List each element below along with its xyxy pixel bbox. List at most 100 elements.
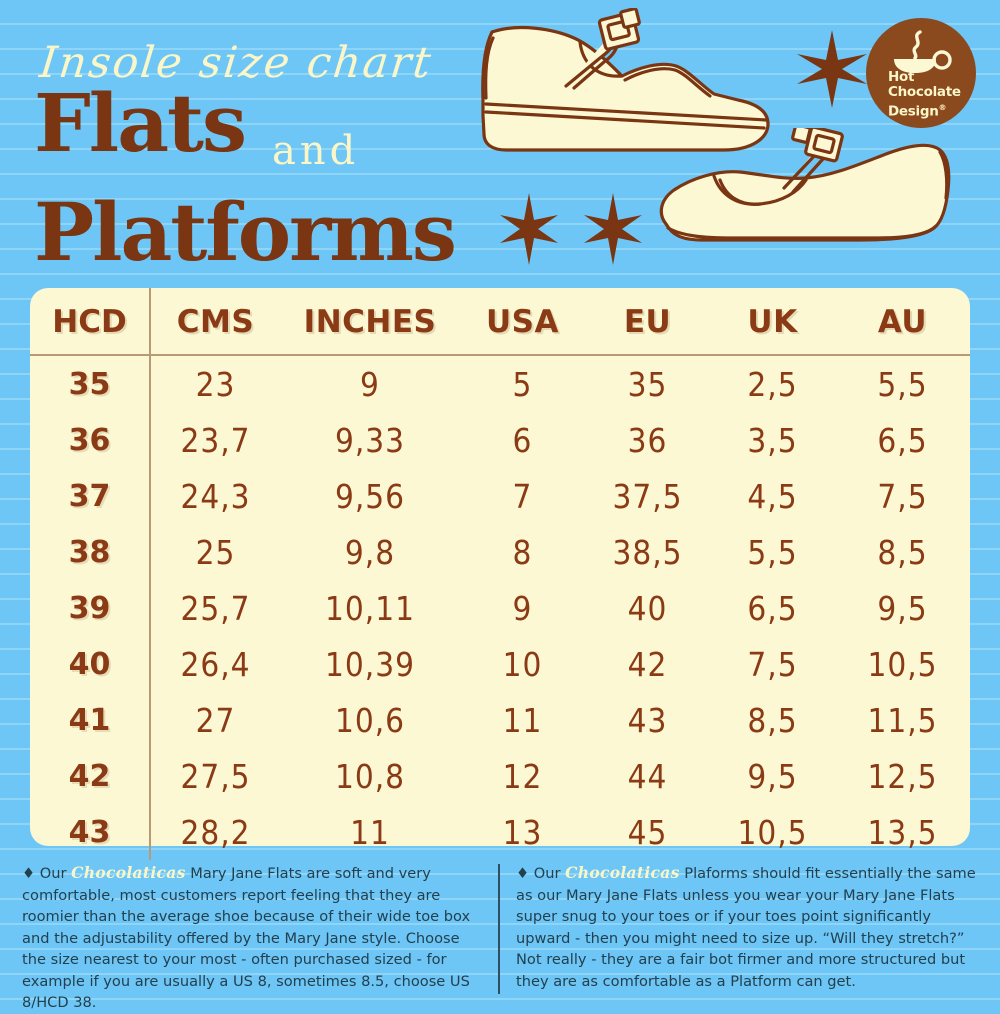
cell-au-37: 7,5: [877, 476, 928, 516]
cell-uk-40: 7,5: [747, 644, 798, 684]
cell-au-42: 12,5: [867, 756, 938, 796]
star-mid-right-icon: [584, 193, 642, 265]
cell-uk-36: 3,5: [747, 420, 798, 460]
cell-eu-41: 43: [627, 700, 668, 740]
table-body: 35 23 9 5 35 2,5 5,5 36 23,7 9,33 6 36 3,5 6,5 37 24,3 9…: [30, 355, 970, 860]
title-flats: Flats: [34, 76, 247, 170]
title-platforms: Platforms: [34, 185, 457, 279]
note-platforms: ♦ Our Chocolaticas Plaforms should fit e…: [516, 862, 986, 992]
note-left-brand: Chocolaticas: [71, 863, 186, 882]
table-header: HCD CMS INCHES USA EU UK AU: [30, 288, 970, 355]
cell-cms-42: 27,5: [180, 756, 251, 796]
cell-usa-41: 11: [502, 700, 543, 740]
cell-hcd-43: 43: [30, 804, 151, 860]
table-header-row: HCD CMS INCHES USA EU UK AU: [30, 288, 970, 355]
cell-au-39: 9,5: [877, 588, 928, 628]
note-right-bullet: ♦: [516, 865, 530, 882]
note-right-lead: Our: [533, 865, 561, 882]
cell-hcd-41: 41: [30, 692, 151, 748]
note-flats: ♦ Our Chocolaticas Mary Jane Flats are s…: [22, 862, 484, 1014]
table-row: 39 25,7 10,11 9 40 6,5 9,5: [30, 580, 970, 636]
cell-inches-41: 10,6: [334, 700, 406, 740]
cell-eu-39: 40: [627, 588, 668, 628]
footer-divider: [498, 864, 500, 994]
cell-cms-36: 23,7: [180, 420, 251, 460]
column-header-uk: UK: [747, 304, 798, 340]
hot-chocolate-cup-icon: [894, 30, 952, 73]
note-left-bullet: ♦: [22, 865, 36, 882]
cell-uk-42: 9,5: [747, 756, 798, 796]
note-right-body: Plaforms should fit essentially the same…: [516, 865, 976, 990]
size-chart-card: HCD CMS INCHES USA EU UK AU 35 23 9 5 35 2,5 5…: [30, 288, 970, 860]
cell-uk-39: 6,5: [747, 588, 798, 628]
logo-text: Hot Chocolate Design®: [866, 70, 976, 120]
cell-hcd-36: 36: [30, 412, 151, 468]
cell-inches-37: 9,56: [334, 476, 406, 516]
cell-au-35: 5,5: [877, 364, 928, 404]
note-left-body: Mary Jane Flats are soft and very comfor…: [22, 865, 471, 1011]
cell-inches-38: 9,8: [344, 532, 396, 572]
cell-hcd-37: 37: [30, 468, 151, 524]
column-header-eu: EU: [623, 304, 672, 340]
cell-usa-37: 7: [512, 476, 533, 516]
cell-cms-43: 28,2: [180, 812, 251, 852]
cell-eu-38: 38,5: [612, 532, 683, 572]
cell-eu-37: 37,5: [612, 476, 683, 516]
table-row: 43 28,2 11 13 45 10,5 13,5: [30, 804, 970, 860]
cell-cms-41: 27: [195, 700, 236, 740]
table-row: 35 23 9 5 35 2,5 5,5: [30, 355, 970, 412]
platform-mary-jane-shoe-icon: [481, 8, 770, 152]
star-mid-left-icon: [500, 193, 558, 265]
cell-hcd-39: 39: [30, 580, 151, 636]
cell-inches-42: 10,8: [334, 756, 406, 796]
flat-mary-jane-shoe-icon: [659, 128, 951, 242]
logo-registered-mark: ®: [938, 103, 947, 112]
cell-au-41: 11,5: [867, 700, 938, 740]
cell-usa-39: 9: [512, 588, 533, 628]
cell-eu-35: 35: [627, 364, 668, 404]
cell-uk-38: 5,5: [747, 532, 798, 572]
cell-eu-40: 42: [627, 644, 668, 684]
note-right-brand: Chocolaticas: [565, 863, 680, 882]
cell-uk-37: 4,5: [747, 476, 798, 516]
cell-cms-39: 25,7: [180, 588, 251, 628]
table-row: 36 23,7 9,33 6 36 3,5 6,5: [30, 412, 970, 468]
logo-line-2: Chocolate: [888, 84, 961, 100]
star-top-right-icon: [797, 30, 867, 108]
cell-cms-38: 25: [195, 532, 236, 572]
cell-hcd-38: 38: [30, 524, 151, 580]
table-row: 41 27 10,6 11 43 8,5 11,5: [30, 692, 970, 748]
title-and: and: [272, 128, 360, 174]
cell-cms-35: 23: [195, 364, 236, 404]
header-block: Insole size chart Flats and Platforms: [0, 0, 1000, 288]
cell-inches-36: 9,33: [334, 420, 406, 460]
size-chart-table: HCD CMS INCHES USA EU UK AU 35 23 9 5 35 2,5 5…: [30, 288, 970, 860]
cell-hcd-42: 42: [30, 748, 151, 804]
cell-inches-43: 11: [350, 812, 390, 852]
cell-usa-40: 10: [502, 644, 543, 684]
cell-cms-37: 24,3: [180, 476, 251, 516]
cell-eu-43: 45: [627, 812, 668, 852]
column-header-hcd: HCD: [30, 288, 151, 355]
table-row: 42 27,5 10,8 12 44 9,5 12,5: [30, 748, 970, 804]
hot-chocolate-design-logo[interactable]: Hot Chocolate Design®: [866, 18, 976, 128]
cell-eu-42: 44: [627, 756, 668, 796]
cell-au-43: 13,5: [867, 812, 938, 852]
footer-notes: ♦ Our Chocolaticas Mary Jane Flats are s…: [0, 858, 1000, 1011]
cell-au-38: 8,5: [877, 532, 928, 572]
cell-au-36: 6,5: [877, 420, 928, 460]
cell-uk-41: 8,5: [747, 700, 798, 740]
column-header-inches: INCHES: [303, 304, 437, 340]
note-left-lead: Our: [39, 865, 67, 882]
logo-line-1: Hot: [888, 69, 915, 85]
cell-usa-36: 6: [512, 420, 533, 460]
cell-hcd-35: 35: [30, 355, 151, 412]
cell-usa-43: 13: [502, 812, 543, 852]
cell-au-40: 10,5: [867, 644, 938, 684]
cell-usa-38: 8: [512, 532, 533, 572]
table-row: 38 25 9,8 8 38,5 5,5 8,5: [30, 524, 970, 580]
cell-uk-35: 2,5: [747, 364, 798, 404]
cell-inches-39: 10,11: [325, 588, 415, 628]
cell-inches-35: 9: [360, 364, 380, 404]
cell-cms-40: 26,4: [180, 644, 251, 684]
